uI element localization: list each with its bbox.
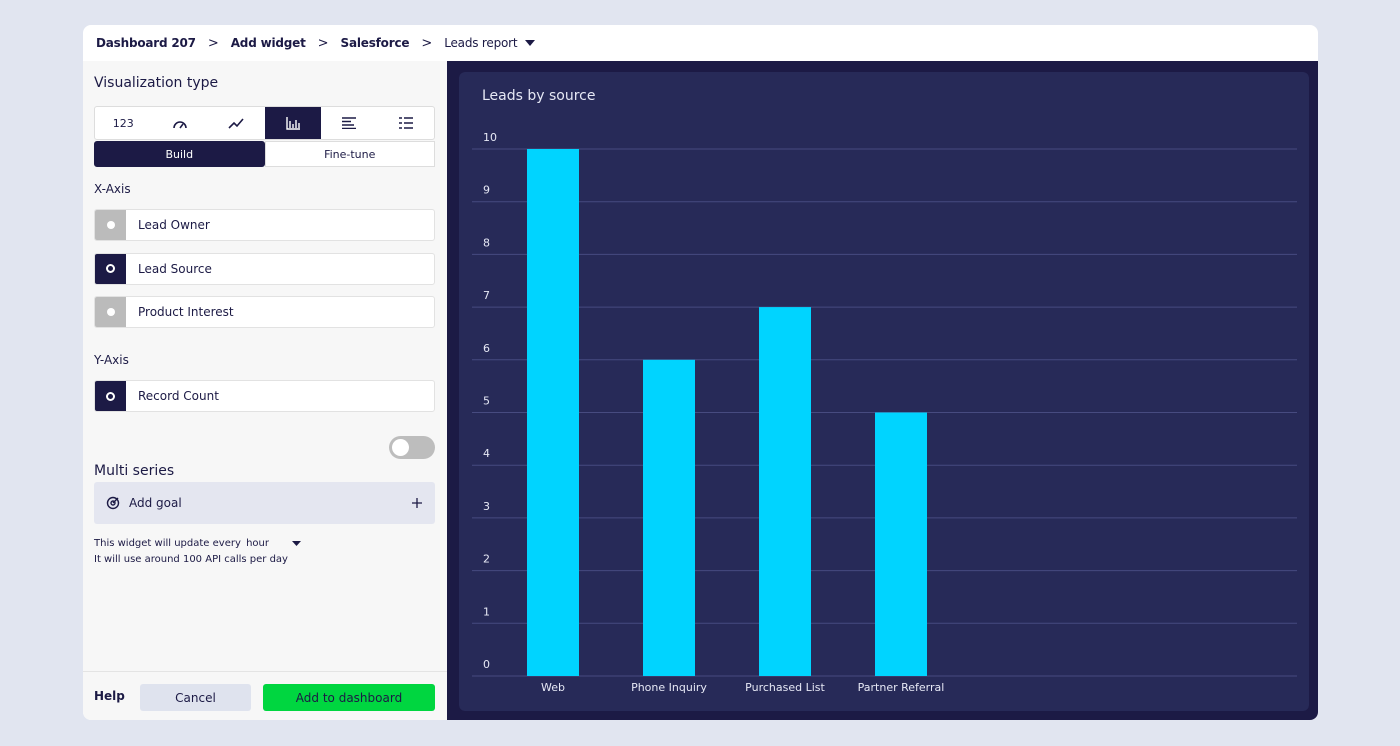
api-note: It will use around 100 API calls per day xyxy=(94,554,288,565)
viz-number[interactable]: 123 xyxy=(112,116,134,130)
viz-hbar[interactable] xyxy=(321,107,378,139)
tab[interactable]: Fine-tune xyxy=(264,141,435,167)
update-note: This widget will update every hour xyxy=(94,538,269,549)
bar xyxy=(875,412,927,676)
add-goal[interactable]: Add goal xyxy=(94,482,435,524)
crumb[interactable]: Add widget xyxy=(230,36,306,50)
add-button[interactable]: Add to dashboard xyxy=(263,684,435,711)
radio[interactable] xyxy=(95,297,126,327)
axis-option[interactable]: Lead Owner xyxy=(94,209,435,241)
help[interactable]: Help xyxy=(94,689,125,703)
multi-series-toggle[interactable] xyxy=(389,436,435,459)
chevron: > xyxy=(207,35,219,51)
y-tick-label: 10 xyxy=(483,131,497,144)
y-tick-label: 1 xyxy=(483,605,490,618)
option-label: Product Interest xyxy=(138,305,234,319)
crumb[interactable]: Salesforce xyxy=(340,36,410,50)
x-tick-label: Web xyxy=(541,681,565,694)
y-axis-label: Y-Axis xyxy=(94,353,129,367)
x-axis-label: X-Axis xyxy=(94,182,131,196)
viz-bar[interactable] xyxy=(264,107,321,139)
y-tick-label: 8 xyxy=(483,236,490,249)
footer: Help Cancel Add to dashboard xyxy=(83,671,447,720)
y-tick-label: 6 xyxy=(483,342,490,355)
update-interval[interactable]: hour xyxy=(246,538,269,549)
option-label: Lead Source xyxy=(138,261,212,276)
radio[interactable] xyxy=(95,253,126,284)
radio[interactable] xyxy=(95,210,126,240)
crumb[interactable]: Dashboard 207 xyxy=(96,36,196,50)
viz-gauge[interactable] xyxy=(152,107,209,139)
bar xyxy=(759,307,811,676)
x-tick-label: Purchased List xyxy=(745,681,825,694)
tab[interactable]: Build xyxy=(94,141,265,167)
chart: Leads by source 0 1 2 3 4 5 6 7 8 9 10 Web Phone Inq… xyxy=(459,72,1309,711)
x-tick-label: Phone Inquiry xyxy=(631,681,707,694)
multi-series-label: Multi series xyxy=(94,463,175,479)
cancel-button[interactable]: Cancel xyxy=(140,684,251,711)
y-tick-label: 0 xyxy=(483,658,490,671)
axis-option[interactable]: Record Count xyxy=(94,380,435,412)
panel-title: Visualization type xyxy=(94,75,219,91)
viz-line[interactable] xyxy=(208,107,265,139)
axis-option[interactable]: Product Interest xyxy=(94,296,435,328)
y-tick-label: 4 xyxy=(483,447,490,460)
radio[interactable] xyxy=(95,381,126,411)
option-label: Lead Owner xyxy=(138,218,210,232)
chevron: > xyxy=(421,35,433,51)
chart-title: Leads by source xyxy=(482,88,596,104)
tabs: Build Fine-tune xyxy=(94,141,435,167)
caret[interactable] xyxy=(523,38,537,48)
option-label: Record Count xyxy=(138,389,219,403)
x-tick-label: Partner Referral xyxy=(858,681,945,694)
chevron: > xyxy=(317,35,329,51)
y-tick-label: 9 xyxy=(483,184,490,197)
add-goal-label: Add goal xyxy=(129,496,182,510)
interval-caret[interactable] xyxy=(291,539,303,549)
breadcrumb: Dashboard 207 > Add widget > Salesforce > L… xyxy=(83,25,1318,61)
crumb[interactable]: Leads report xyxy=(444,36,518,50)
y-tick-label: 7 xyxy=(483,289,490,302)
bar xyxy=(643,359,695,676)
settings-panel: Visualization type 123 Build Fine-tune X… xyxy=(83,61,447,720)
y-tick-label: 5 xyxy=(483,395,490,408)
y-tick-label: 3 xyxy=(483,500,490,513)
bar xyxy=(527,149,579,676)
axis-option[interactable]: Lead Source xyxy=(94,252,435,285)
viz-list[interactable] xyxy=(378,107,435,139)
viz-types: 123 xyxy=(94,106,435,140)
y-tick-label: 2 xyxy=(483,553,490,566)
